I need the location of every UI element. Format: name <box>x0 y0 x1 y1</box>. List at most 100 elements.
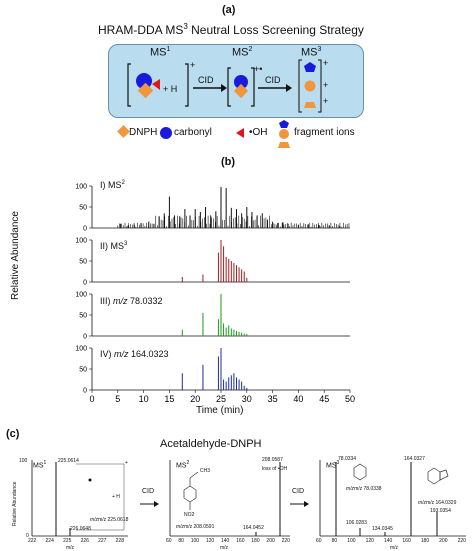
b-xtick-label: 45 <box>319 394 329 404</box>
b-ytick-label: 100 <box>75 184 87 191</box>
pyridine-structure-icon <box>353 463 367 481</box>
ms2-structure-icon <box>183 471 199 510</box>
ms2-frag2-label: NO2 <box>184 512 195 518</box>
b-xtick-label: 5 <box>115 394 120 404</box>
pentagon-fragment-icon <box>279 120 289 128</box>
ms1-peak2-label: 226.0648 <box>70 526 91 532</box>
ms2-peak1-label: 208.0587 <box>262 457 283 463</box>
ms1-charge: + <box>190 60 196 70</box>
b-xtick-label: 25 <box>216 394 226 404</box>
ms2-spectrum <box>169 460 290 537</box>
ms1-ylabel: Relative Abundance <box>12 481 18 526</box>
ms1-y0: 0 <box>26 533 29 539</box>
ms2-annotation: m/zm/z 208.0591 <box>176 524 215 530</box>
ms1-peak1-label: 225.0614 <box>58 458 79 464</box>
legend-fragment-label: fragment ions <box>294 127 355 138</box>
ms3-p2-label: 106.0283 <box>346 520 367 526</box>
ms2-xlabel: m/z <box>220 545 229 551</box>
b-ytick-label: 0 <box>83 280 87 287</box>
ms3-bracket-left-icon <box>298 59 302 113</box>
ms-strategy-diagram <box>127 59 322 113</box>
ms1-plus-h: + H <box>163 84 178 94</box>
ms3-charge-3: + <box>323 96 329 106</box>
benzotriazole-structure-icon <box>427 467 449 485</box>
cid-arrow-2-icon <box>290 501 309 507</box>
b-ytick-label: 50 <box>79 259 87 266</box>
b-xtick-label: 40 <box>293 394 303 404</box>
ms2-bracket-left-icon <box>227 67 231 107</box>
ms3-annot2: m/zm/z 164.0329 <box>418 500 457 506</box>
legend-oh-label: •OH <box>249 127 268 138</box>
trapezoid-fragment-icon <box>304 102 316 108</box>
b-ytick-label: 100 <box>75 292 87 299</box>
ms3-heading: MS3 <box>301 46 322 59</box>
ms3-xticks: 60 80 100 120 140 160 180 200 220 <box>316 538 466 544</box>
cid-label-2: CID <box>265 75 281 85</box>
ms1-bracket-right-icon <box>185 63 189 107</box>
ms1-annotation: m/zm/z 225.0618 <box>90 517 129 523</box>
ms2-loss-label: loss of •OH <box>262 466 288 472</box>
ms1-plus-h: + H <box>112 494 120 500</box>
b-track-label-1: I) MS2 <box>100 180 125 190</box>
b-xtick-label: 30 <box>242 394 252 404</box>
b-xtick-label: 15 <box>164 394 174 404</box>
ms2-peak2-label: 164.0452 <box>243 525 264 531</box>
dnph-diamond-icon <box>137 82 154 99</box>
b-ytick-label: 0 <box>83 334 87 341</box>
ms3-charge-1: + <box>323 58 329 68</box>
arrow-right-icon <box>221 84 227 92</box>
panel-a-title: HRAM-DDA MS3 Neutral Loss Screening Stra… <box>98 22 364 37</box>
b-ytick-label: 50 <box>79 367 87 374</box>
b-ytick-label: 100 <box>75 346 87 353</box>
ms2-xticks: 60 80 100 120 140 160 180 200 220 <box>166 538 290 544</box>
b-ytick-label: 50 <box>79 313 87 320</box>
ms2-title: MS2 <box>176 460 190 470</box>
ms3-bracket-right-icon <box>318 59 322 113</box>
ms3-xlabel: m/z <box>390 545 399 551</box>
ms1-charge: + <box>125 460 128 466</box>
b-ytick-label: 100 <box>75 238 87 245</box>
cid-label-1: CID <box>198 75 214 85</box>
oh-triangle-icon <box>236 128 244 138</box>
ms1-xticks: 222 224 225 226 227 228 <box>28 538 124 544</box>
arrow-right-icon <box>286 84 292 92</box>
pentagon-fragment-icon <box>304 62 316 72</box>
ms1-bracket-icon <box>76 463 125 531</box>
trapezoid-fragment-icon <box>278 142 290 148</box>
dnph-diamond-icon <box>117 125 130 138</box>
hexagon-fragment-icon <box>279 129 289 139</box>
ms1-heading: MS1 <box>150 46 171 59</box>
ms3-p3-label: 134.0345 <box>372 526 393 532</box>
cid-label-c2: CID <box>292 488 305 495</box>
ms1-title: MS1 <box>33 460 47 470</box>
lc-chromatogram-chart: 0 50 100 0 50 100 0 50 100 0 50 100 0 5 10 15 20 25 30 35 40… <box>75 184 355 405</box>
legend-icons <box>117 120 290 148</box>
oh-triangle-icon <box>152 79 160 90</box>
ms2-bracket-right-icon <box>251 67 255 107</box>
legend-carbonyl-label: carbonyl <box>174 127 212 138</box>
b-xtick-label: 10 <box>139 394 149 404</box>
cid-label-c1: CID <box>142 488 155 495</box>
ms3-p5-label: 193.0354 <box>430 508 451 514</box>
ms3-p4-label: 164.0327 <box>404 456 425 462</box>
b-track-label-3: III) m/z 78.0332 <box>100 296 163 306</box>
b-ytick-label: 50 <box>79 205 87 212</box>
b-track-label-2: II) MS3 <box>100 241 128 251</box>
hexagon-fragment-icon <box>304 80 316 92</box>
ms2-heading: MS2 <box>232 46 253 59</box>
ms2-frag1-label: CH3 <box>200 468 211 474</box>
panel-a-label: (a) <box>222 4 236 16</box>
panel-b-label: (b) <box>221 156 236 168</box>
ms3-title: MS3 <box>326 460 340 470</box>
carbonyl-circle-icon <box>234 75 248 89</box>
ms1-y100: 100 <box>19 458 28 464</box>
carbonyl-circle-icon <box>88 478 92 482</box>
ms1-bracket-left-icon <box>127 63 131 107</box>
ms3-annot1: m/zm/z 78.0338 <box>346 486 382 492</box>
panel-c-label: (c) <box>6 428 20 440</box>
ms3-p1-label: 78.0334 <box>338 456 357 462</box>
legend-dnph-label: DNPH <box>129 127 158 138</box>
ms3-spectrum <box>319 460 466 537</box>
b-track-label-4: IV) m/z 164.0323 <box>100 349 169 359</box>
carbonyl-circle-icon <box>136 73 152 89</box>
